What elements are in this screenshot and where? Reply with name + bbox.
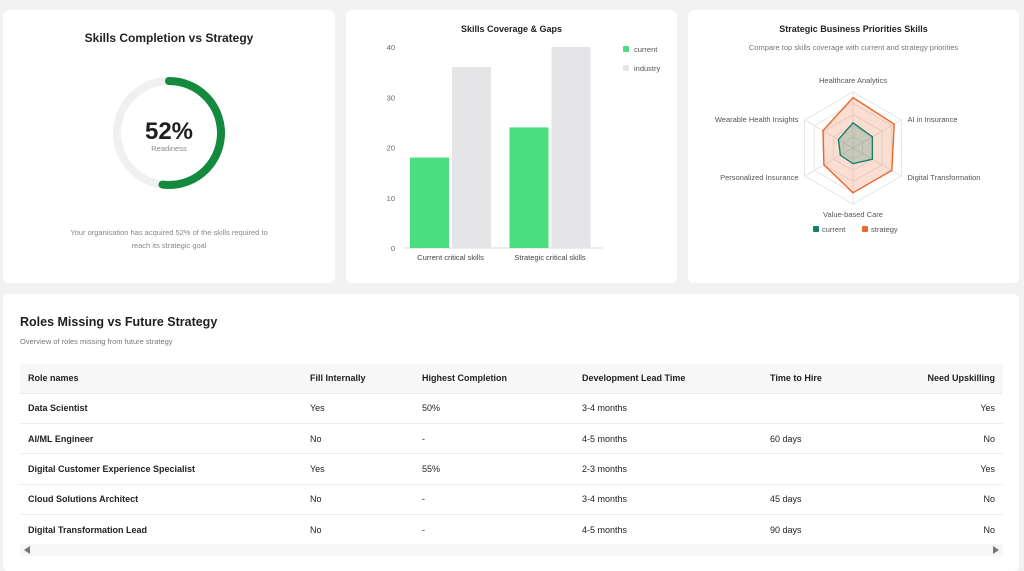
bar-industry — [452, 67, 491, 248]
time-to-hire-cell: 60 days — [762, 422, 892, 454]
skills-coverage-bar-chart: 0 10 20 30 40 Current critical skills Strategi… — [387, 43, 661, 262]
table-row[interactable]: AI/ML Engineer No - 4-5 months 60 days N… — [20, 422, 1003, 454]
legend-label-current: current — [634, 45, 658, 54]
column-header-time-to-hire[interactable]: Time to Hire — [762, 364, 892, 393]
radar-axis-label: Healthcare Analytics — [819, 76, 887, 85]
radar-spoke — [804, 147, 854, 177]
legend-swatch-current — [813, 226, 819, 232]
time-to-hire-cell: 45 days — [762, 483, 892, 515]
need-upskilling-cell: Yes — [892, 453, 1003, 485]
radar-axis-label: AI in Insurance — [907, 115, 957, 124]
radar-axis-label: Personalized Insurance — [720, 173, 798, 182]
fill-internally-cell: No — [302, 483, 414, 515]
bar-chart-title: Skills Coverage & Gaps — [460, 24, 563, 34]
radar-spoke — [804, 119, 854, 149]
y-tick-label: 40 — [387, 43, 395, 52]
highest-completion-cell: 55% — [414, 453, 574, 485]
time-to-hire-cell — [762, 392, 892, 424]
legend-label-current: current — [822, 225, 846, 234]
column-header-role-names[interactable]: Role names — [20, 364, 302, 393]
skills-coverage-card: Skills Coverage & Gaps 0 10 20 30 40 Current … — [346, 10, 677, 283]
gauge-description: Your organisation has acquired 52% of th… — [70, 228, 268, 250]
table-row[interactable]: Digital Transformation Lead No - 4-5 mon… — [20, 514, 1003, 545]
time-to-hire-cell — [762, 453, 892, 485]
x-category-label: Strategic critical skills — [514, 253, 586, 262]
horizontal-scrollbar[interactable] — [20, 544, 1003, 556]
highest-completion-cell: - — [414, 514, 574, 545]
roles-missing-card: Roles Missing vs Future Strategy Overvie… — [3, 294, 1019, 571]
development-lead-time-cell: 2-3 months — [574, 453, 762, 485]
role-name-cell: Digital Transformation Lead — [20, 514, 302, 545]
need-upskilling-cell: Yes — [892, 392, 1003, 424]
scroll-left-arrow-icon[interactable] — [24, 546, 30, 554]
column-header-need-upskilling[interactable]: Need Upskilling — [892, 364, 1003, 393]
development-lead-time-cell: 4-5 months — [574, 422, 762, 454]
development-lead-time-cell: 3-4 months — [574, 483, 762, 515]
fill-internally-cell: No — [302, 422, 414, 454]
gauge-value: 52% — [144, 118, 194, 145]
y-tick-label: 20 — [387, 144, 395, 153]
y-tick-label: 0 — [391, 244, 395, 253]
y-tick-label: 10 — [387, 194, 395, 203]
highest-completion-cell: - — [414, 422, 574, 454]
bar-current — [410, 157, 449, 248]
table-title: Roles Missing vs Future Strategy — [20, 315, 218, 329]
radar-spoke — [852, 147, 902, 177]
bar-current — [509, 127, 549, 248]
radar-area-strategy — [822, 96, 895, 194]
roles-table: Role names Fill Internally Highest Compl… — [20, 364, 1003, 545]
column-header-development-lead-time[interactable]: Development Lead Time — [574, 364, 762, 393]
legend-swatch-industry — [623, 65, 629, 71]
fill-internally-cell: No — [302, 514, 414, 545]
radar-axis-label: Wearable Health Insights — [715, 115, 799, 124]
table-subtitle: Overview of roles missing from future st… — [20, 337, 173, 346]
gauge-progress-arc — [158, 77, 225, 189]
fill-internally-cell: Yes — [302, 392, 414, 424]
need-upskilling-cell: No — [892, 422, 1003, 454]
column-header-fill-internally[interactable]: Fill Internally — [302, 364, 414, 393]
role-name-cell: AI/ML Engineer — [20, 422, 302, 454]
highest-completion-cell: 50% — [414, 392, 574, 424]
table-row[interactable]: Cloud Solutions Architect No - 3-4 month… — [20, 483, 1003, 515]
development-lead-time-cell: 3-4 months — [574, 392, 762, 424]
table-header-row: Role names Fill Internally Highest Compl… — [20, 364, 1003, 393]
fill-internally-cell: Yes — [302, 453, 414, 485]
table-row[interactable]: Data Scientist Yes 50% 3-4 months Yes — [20, 392, 1003, 424]
time-to-hire-cell: 90 days — [762, 514, 892, 545]
highest-completion-cell: - — [414, 483, 574, 515]
role-name-cell: Cloud Solutions Architect — [20, 483, 302, 515]
table-row[interactable]: Digital Customer Experience Specialist Y… — [20, 453, 1003, 485]
legend-label-strategy: strategy — [871, 225, 898, 234]
role-name-cell: Data Scientist — [20, 392, 302, 424]
need-upskilling-cell: No — [892, 514, 1003, 545]
role-name-cell: Digital Customer Experience Specialist — [20, 453, 302, 485]
y-tick-label: 30 — [387, 93, 395, 102]
radar-chart-subtitle: Compare top skills coverage with current… — [748, 43, 959, 52]
legend-label-industry: industry — [634, 64, 661, 73]
development-lead-time-cell: 4-5 months — [574, 514, 762, 545]
radar-spoke — [852, 119, 902, 149]
legend-swatch-strategy — [862, 226, 868, 232]
radar-axis-label: Digital Transformation — [907, 173, 980, 182]
gauge-caption: Readiness — [151, 144, 187, 153]
x-category-label: Current critical skills — [417, 253, 484, 262]
strategic-priorities-card: Strategic Business Priorities Skills Com… — [688, 10, 1019, 283]
need-upskilling-cell: No — [892, 483, 1003, 515]
strategic-priorities-radar-chart: Healthcare Analytics AI in Insurance Digit… — [715, 76, 981, 234]
bar-industry — [551, 47, 591, 248]
gauge-title: Skills Completion vs Strategy — [84, 31, 254, 45]
radar-area-current — [837, 121, 874, 165]
readiness-gauge — [113, 77, 225, 189]
radar-chart-title: Strategic Business Priorities Skills — [779, 24, 928, 34]
skills-completion-card: Skills Completion vs Strategy 52% Readin… — [3, 10, 335, 283]
legend-swatch-current — [623, 46, 629, 52]
radar-axis-label: Value-based Care — [823, 210, 883, 219]
column-header-highest-completion[interactable]: Highest Completion — [414, 364, 574, 393]
scroll-right-arrow-icon[interactable] — [993, 546, 999, 554]
